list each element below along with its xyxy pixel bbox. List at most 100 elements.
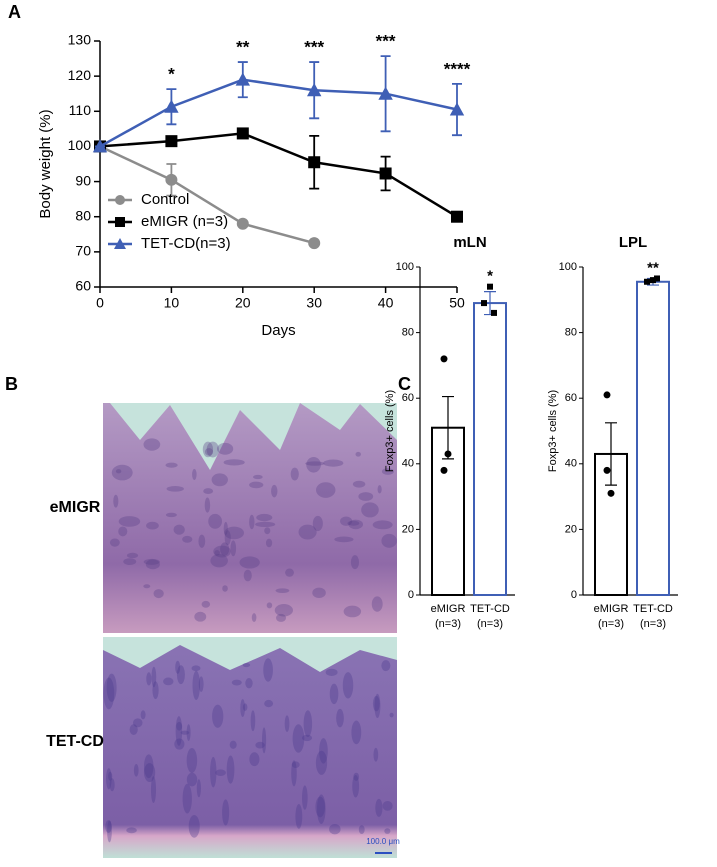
y-tick-label: 100 [559, 261, 577, 273]
tissue-texture [220, 542, 230, 556]
tissue-texture [343, 605, 362, 618]
tissue-texture [186, 772, 198, 787]
tissue-texture [274, 604, 293, 617]
tissue-texture [317, 794, 326, 825]
x-tick-label: 20 [235, 295, 251, 311]
y-tick-label: 130 [68, 32, 92, 48]
x-tick-note: (n=3) [435, 618, 461, 630]
tissue-texture [188, 815, 200, 838]
tissue-texture [106, 673, 117, 702]
tissue-texture [192, 468, 197, 481]
tissue-texture [140, 710, 146, 720]
tissue-texture [174, 738, 185, 750]
series-line [99, 78, 458, 148]
marker [236, 217, 249, 230]
tissue-texture [196, 779, 201, 798]
marker [114, 238, 126, 249]
tissue-texture [211, 473, 228, 487]
tissue-texture [306, 457, 321, 473]
tissue-texture [182, 783, 192, 814]
tissue-texture [198, 676, 204, 692]
tissue-texture [351, 720, 362, 745]
data-point [603, 466, 611, 474]
x-tick-label: eMIGR [431, 603, 466, 615]
legend-label: TET-CD(n=3) [141, 235, 231, 252]
tissue-texture [106, 768, 112, 790]
y-tick-label: 80 [75, 207, 91, 223]
tissue-texture [352, 775, 360, 798]
tissue-texture [126, 827, 137, 834]
y-tick-label: 60 [565, 392, 577, 404]
tissue-texture [372, 695, 380, 712]
tissue-texture [372, 520, 393, 530]
marker [449, 102, 465, 116]
tissue-texture [146, 672, 152, 686]
row-label: TET-CD [46, 733, 104, 750]
tissue-texture [275, 588, 290, 593]
tissue-texture [253, 474, 263, 480]
y-tick-label: 60 [75, 278, 91, 294]
tissue-texture [198, 534, 206, 548]
tissue-texture [336, 708, 344, 728]
tissue-texture [285, 568, 294, 577]
tissue-texture [298, 524, 317, 540]
data-point [440, 466, 448, 474]
y-tick-label: 100 [68, 137, 92, 153]
significance-label: *** [376, 32, 396, 51]
tissue-texture [176, 721, 183, 731]
tissue-texture [180, 730, 190, 735]
tissue-texture [325, 668, 338, 676]
tissue-texture [222, 585, 228, 592]
tissue-texture [163, 677, 174, 686]
data-point [491, 309, 497, 316]
x-tick-label: 40 [378, 295, 394, 311]
bar [636, 280, 670, 596]
chart-title: LPL [619, 234, 647, 251]
tissue-texture [381, 533, 397, 548]
tissue-texture [105, 820, 112, 833]
tissue-texture [348, 519, 364, 530]
tissue-texture [381, 660, 391, 672]
y-tick-label: 0 [571, 589, 577, 601]
marker [308, 156, 321, 169]
tissue-texture [264, 527, 271, 535]
error-bar [442, 395, 454, 460]
tissue-texture [263, 658, 273, 682]
tissue-texture [319, 738, 328, 764]
marker [235, 72, 250, 86]
tissue-texture [358, 492, 374, 501]
tissue-texture [133, 764, 139, 777]
tissue-texture [143, 558, 160, 565]
tissue-texture [329, 824, 341, 835]
tissue-texture [243, 569, 252, 582]
tissue-texture [245, 678, 253, 689]
row-label: eMIGR [50, 499, 101, 516]
significance-label: ** [236, 38, 250, 57]
tissue-texture [103, 677, 115, 710]
tissue-texture [118, 516, 141, 527]
legend-label: Control [141, 191, 189, 208]
tissue-texture [215, 769, 226, 777]
marker [307, 83, 322, 97]
marker [236, 127, 249, 140]
marker [115, 217, 125, 227]
tissue-texture [129, 724, 138, 735]
tissue-texture [266, 602, 273, 609]
x-tick-label: eMIGR [594, 603, 629, 615]
data-point [650, 277, 656, 284]
x-tick-label: 50 [449, 295, 465, 311]
tissue-texture [340, 516, 353, 526]
tissue-texture [143, 754, 154, 779]
y-tick-label: 90 [75, 172, 91, 188]
tissue-texture [373, 747, 379, 762]
x-tick-note: (n=3) [477, 618, 503, 630]
lumen [103, 637, 397, 672]
tissue-texture [264, 699, 274, 708]
tissue-texture [143, 763, 156, 782]
tissue-texture [342, 672, 354, 699]
tissue-texture [173, 524, 185, 535]
x-tick-note: (n=3) [640, 618, 666, 630]
panel-label: B [5, 374, 18, 394]
